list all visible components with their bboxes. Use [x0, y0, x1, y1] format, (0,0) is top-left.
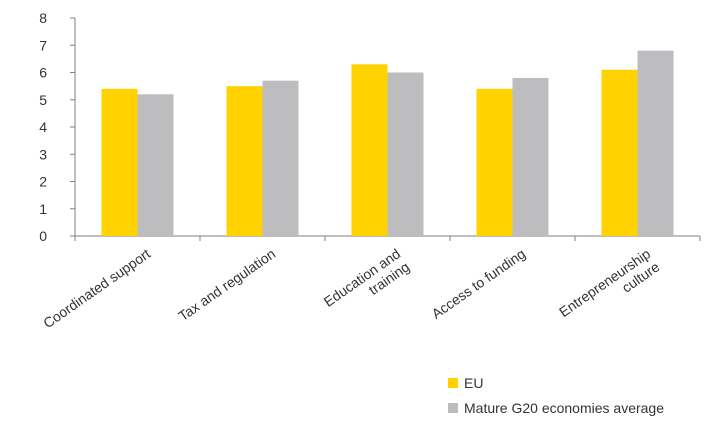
y-tick-label: 8	[39, 10, 47, 26]
x-category-label: Coordinated support	[40, 245, 153, 331]
x-category-label-line: Coordinated support	[40, 245, 153, 331]
bar-eu-4	[601, 69, 638, 237]
y-tick-label: 3	[39, 146, 47, 162]
bars	[101, 50, 674, 237]
bar-g20-4	[637, 50, 674, 237]
legend-swatch	[448, 378, 458, 388]
x-axis: Coordinated support Tax and regulation Edu…	[40, 235, 701, 333]
bar-g20-0	[137, 94, 174, 236]
x-category-label: Tax and regulation	[175, 245, 278, 324]
bar-g20-1	[262, 80, 299, 236]
legend: EU Mature G20 economies average	[448, 375, 664, 416]
y-tick-label: 5	[39, 92, 47, 108]
x-category-label-line: Access to funding	[429, 245, 529, 321]
legend-label: EU	[464, 375, 483, 391]
x-category-label: Access to funding	[429, 245, 529, 321]
y-tick-label: 7	[39, 37, 47, 53]
bar-g20-3	[512, 77, 549, 236]
y-tick-label: 6	[39, 65, 47, 81]
x-category-label: Entrepreneurshipculture	[556, 245, 663, 333]
legend-label: Mature G20 economies average	[464, 400, 664, 416]
bar-eu-2	[351, 64, 388, 236]
bar-eu-1	[226, 86, 263, 236]
x-category-label-line: Tax and regulation	[175, 245, 278, 324]
y-tick-label: 2	[39, 174, 47, 190]
y-axis: 0 1 2 3 4 5 6 7 8	[39, 10, 76, 244]
bar-eu-3	[476, 88, 513, 236]
y-tick-label: 4	[39, 119, 47, 135]
bar-eu-0	[101, 88, 138, 236]
y-tick-label: 0	[39, 228, 47, 244]
bar-g20-2	[387, 72, 424, 236]
x-category-label: Education andtraining	[321, 245, 413, 323]
legend-swatch	[448, 403, 458, 413]
y-tick-label: 1	[39, 201, 47, 217]
